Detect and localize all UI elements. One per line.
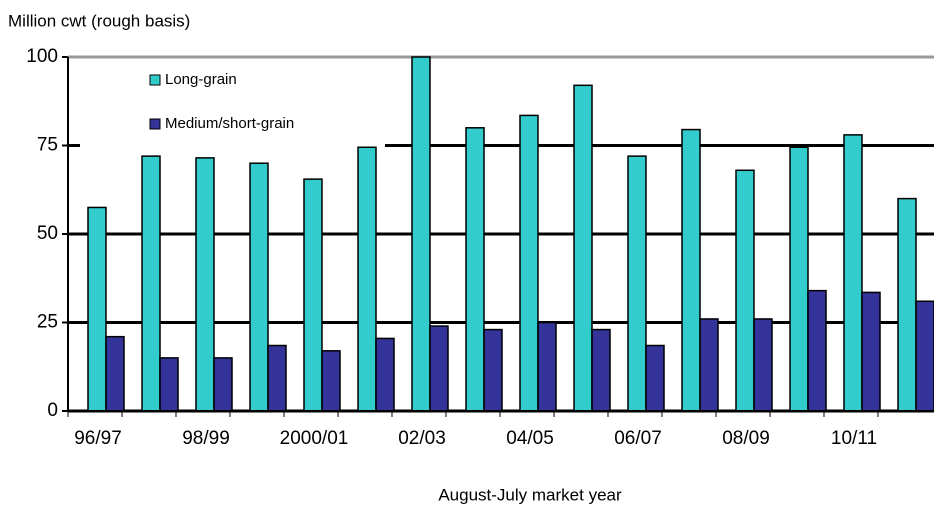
bar xyxy=(357,146,377,412)
bar xyxy=(87,206,107,412)
x-tick-label: 08/09 xyxy=(722,428,770,449)
legend-label: Medium/short-grain xyxy=(165,115,294,132)
bar xyxy=(789,146,809,412)
y-tick-label: 100 xyxy=(26,46,58,67)
bar xyxy=(213,357,233,412)
y-tick-label: 25 xyxy=(37,312,58,333)
y-tick-label: 75 xyxy=(37,135,58,156)
bar xyxy=(429,325,449,412)
y-tick-label: 0 xyxy=(47,400,58,421)
y-tick-label: 50 xyxy=(37,223,58,244)
bar xyxy=(807,289,827,412)
bar xyxy=(645,344,665,412)
bar xyxy=(627,155,647,412)
bar xyxy=(519,114,539,412)
bar xyxy=(411,56,431,412)
y-axis-title: Million cwt (rough basis) xyxy=(8,11,190,30)
x-tick-label: 2000/01 xyxy=(280,428,349,449)
bar xyxy=(141,155,161,412)
bar xyxy=(159,357,179,412)
bar xyxy=(897,197,917,412)
bar xyxy=(249,162,269,412)
bar xyxy=(861,291,881,412)
bar xyxy=(681,128,701,412)
x-tick-label: 06/07 xyxy=(614,428,662,449)
bar xyxy=(267,344,287,412)
legend-swatch xyxy=(149,74,161,86)
x-tick-label: 96/97 xyxy=(74,428,122,449)
bar xyxy=(195,157,215,412)
bar xyxy=(591,328,611,412)
x-tick-label: 10/11 xyxy=(831,428,877,449)
x-tick-label: 04/05 xyxy=(506,428,554,449)
legend-box xyxy=(80,59,385,147)
bar xyxy=(321,350,341,412)
legend-swatch xyxy=(149,118,161,130)
x-tick-label: 98/99 xyxy=(182,428,230,449)
bar xyxy=(483,328,503,412)
bar xyxy=(699,318,719,412)
bar xyxy=(303,178,323,412)
bar xyxy=(375,337,395,412)
bar xyxy=(465,127,485,412)
bar xyxy=(735,169,755,412)
bar xyxy=(105,335,125,412)
bar xyxy=(753,318,773,412)
bar xyxy=(915,300,934,412)
bar xyxy=(573,84,593,412)
x-tick-label: 02/03 xyxy=(398,428,446,449)
legend-label: Long-grain xyxy=(165,71,237,88)
x-axis-title: August-July market year xyxy=(438,485,622,504)
bar xyxy=(843,134,863,412)
bar xyxy=(537,321,557,412)
